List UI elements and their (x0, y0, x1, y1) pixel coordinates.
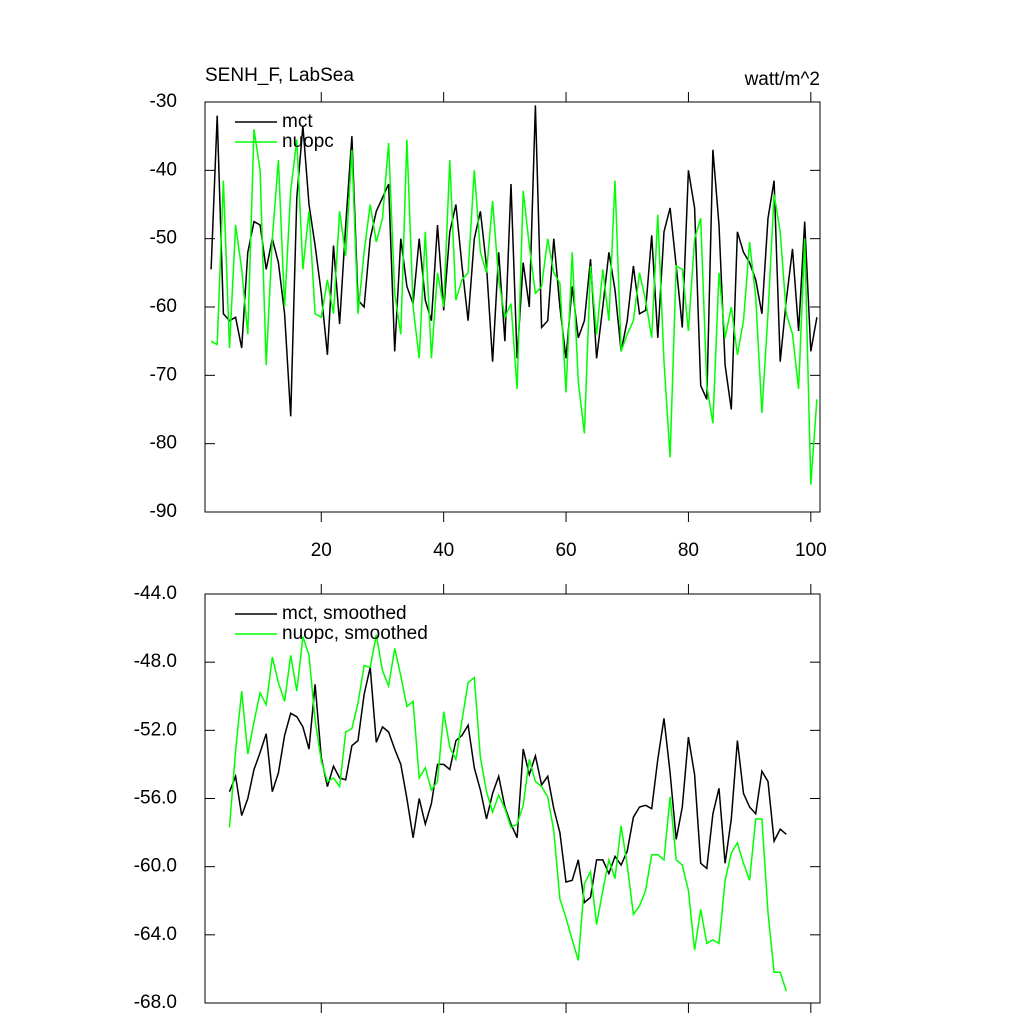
legend-label: mct, smoothed (282, 603, 407, 624)
y-tick-label: -70 (150, 364, 177, 385)
series-line (210, 129, 818, 485)
units-label: watt/m^2 (744, 69, 820, 90)
y-tick-label: -50 (150, 228, 177, 249)
x-tick-label: 80 (678, 540, 699, 561)
y-tick-label: -60.0 (134, 856, 177, 877)
series-line (228, 634, 788, 992)
x-tick-label: 60 (555, 540, 576, 561)
y-tick-label: -90 (150, 501, 177, 522)
y-tick-label: -30 (150, 91, 177, 112)
legend-label: nuopc, smoothed (282, 623, 428, 644)
chart-title: SENH_F, LabSea (205, 65, 354, 86)
legend-label: mct (282, 111, 313, 132)
y-tick-label: -56.0 (134, 788, 177, 809)
y-tick-label: -48.0 (134, 651, 177, 672)
legend-label: nuopc (282, 131, 334, 152)
plot-frame (204, 593, 821, 1004)
y-tick-label: -68.0 (134, 992, 177, 1013)
y-tick-label: -60 (150, 296, 177, 317)
x-tick-label: 20 (311, 540, 332, 561)
y-tick-label: -64.0 (134, 924, 177, 945)
y-tick-label: -52.0 (134, 719, 177, 740)
x-tick-label: 40 (433, 540, 454, 561)
y-tick-label: -40 (150, 159, 177, 180)
x-tick-label: 100 (795, 540, 827, 561)
series-line (210, 105, 818, 417)
y-tick-label: -80 (150, 433, 177, 454)
y-tick-label: -44.0 (134, 583, 177, 604)
